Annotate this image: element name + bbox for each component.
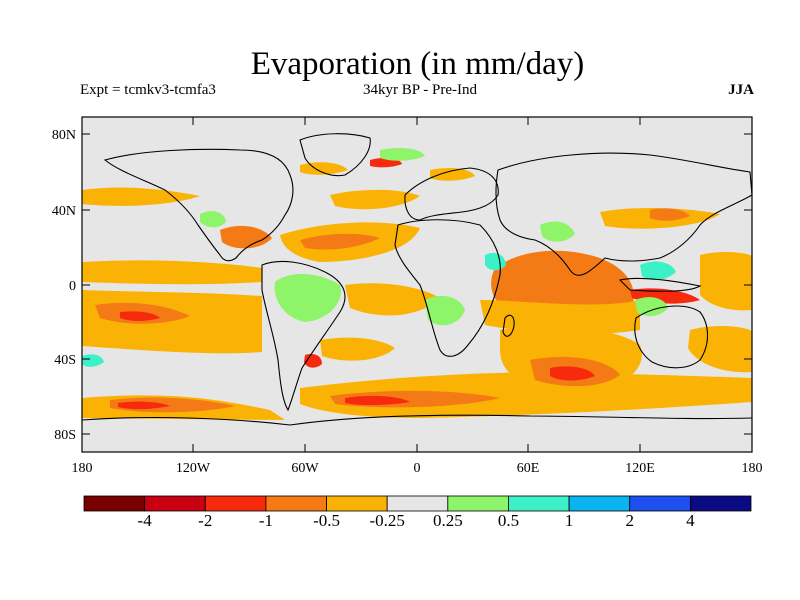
anomaly-pacific-cyan: [82, 354, 104, 367]
anomaly-east-pacific-red: [120, 311, 160, 321]
europe-outline: [404, 167, 499, 221]
y-tick-label: 40N: [52, 204, 76, 219]
colorbar-swatch: [689, 495, 752, 512]
anomaly-field: [82, 148, 752, 420]
greenland-outline: [299, 133, 371, 177]
y-tick-label: 80N: [52, 128, 76, 143]
colorbar-swatch: [326, 495, 388, 512]
anomaly-australia-green: [635, 297, 668, 317]
anomaly-japan-core: [650, 208, 690, 221]
south-america-outline: [261, 260, 346, 412]
colorbar-swatch: [568, 495, 631, 512]
anomaly-africa-green: [425, 295, 465, 326]
anomaly-gulf-mexico: [220, 225, 272, 249]
anomaly-southern-pacific-red: [118, 401, 170, 410]
y-tick-label: 0: [69, 279, 76, 294]
anomaly-south-atlantic-red: [345, 395, 410, 406]
x-tick-labels: 180 120W 60W 0 60E 120E 180: [72, 461, 763, 476]
indonesia-outline: [618, 277, 702, 292]
y-tick-label: 80S: [54, 428, 76, 443]
colorbar-swatch: [447, 495, 509, 512]
anomaly-south-pacific-west: [688, 326, 752, 373]
x-tick-label: 0: [414, 461, 421, 476]
colorbar-swatch: [144, 495, 206, 512]
anomaly-arctic-2: [430, 168, 475, 181]
x-tick-label: 120E: [625, 461, 655, 476]
asia-outline: [495, 152, 752, 276]
colorbar-label: -0.25: [369, 511, 405, 530]
anomaly-north-pacific: [82, 187, 200, 206]
colorbar-swatch: [204, 495, 267, 512]
colorbar-label: -4: [137, 511, 152, 530]
anomaly-tropical-pacific-north: [82, 260, 262, 285]
anomaly-arctic-green: [380, 148, 425, 161]
colorbar-swatch: [83, 495, 146, 512]
anomaly-north-atlantic-core: [300, 233, 380, 250]
x-tick-label: 60W: [291, 461, 319, 476]
x-tick-label: 120W: [176, 461, 211, 476]
anomaly-tropical-atlantic: [345, 283, 440, 316]
colorbar-swatch: [265, 495, 327, 512]
anomaly-amazon-green: [274, 274, 341, 322]
antarctica-outline: [82, 414, 752, 426]
colorbar-swatch: [386, 495, 449, 512]
y-tick-labels: 80N 40N 0 40S 80S: [52, 128, 76, 443]
period-label: 34kyr BP - Pre-Ind: [362, 82, 478, 98]
africa-outline: [394, 219, 501, 357]
anomaly-mexico-green: [200, 211, 226, 228]
experiment-label: Expt = tcmkv3-tcmfa3: [80, 82, 216, 98]
colorbar-label: 4: [686, 511, 695, 530]
colorbar-label: 2: [625, 511, 634, 530]
x-tick-label: 180: [742, 461, 763, 476]
colorbar-label: 0.25: [432, 511, 463, 530]
madagascar-outline: [502, 314, 515, 337]
colorbar-label: -1: [258, 511, 273, 530]
colorbar-label: 1: [564, 511, 574, 530]
anomaly-indian-ocean-yellow: [480, 300, 640, 334]
x-tick-label: 60E: [517, 461, 540, 476]
colorbar-label: 0.5: [497, 511, 520, 530]
axis-ticks: [82, 117, 752, 452]
colorbar-swatch: [508, 495, 570, 512]
coastlines: [82, 133, 752, 426]
anomaly-tropical-pacific-south: [82, 290, 262, 354]
x-tick-label: 180: [72, 461, 93, 476]
plot-title: Evaporation (in mm/day): [250, 46, 585, 82]
colorbar-label: -0.5: [313, 511, 340, 530]
north-america-outline: [103, 148, 294, 262]
anomaly-south-atlantic-mid: [320, 337, 395, 361]
colorbar-label: -2: [198, 511, 213, 530]
season-label: JJA: [728, 82, 754, 98]
anomaly-arctic-1: [300, 162, 348, 175]
y-tick-label: 40S: [54, 353, 76, 368]
colorbar-swatch: [629, 495, 691, 512]
anomaly-west-pacific: [700, 252, 752, 311]
australia-outline: [634, 305, 709, 369]
anomaly-south-indian-red: [550, 366, 595, 381]
anomaly-maritime-cyan: [640, 261, 676, 281]
anomaly-north-atlantic-high: [330, 189, 420, 210]
anomaly-middle-east-green: [540, 221, 575, 242]
colorbar: [83, 495, 752, 512]
